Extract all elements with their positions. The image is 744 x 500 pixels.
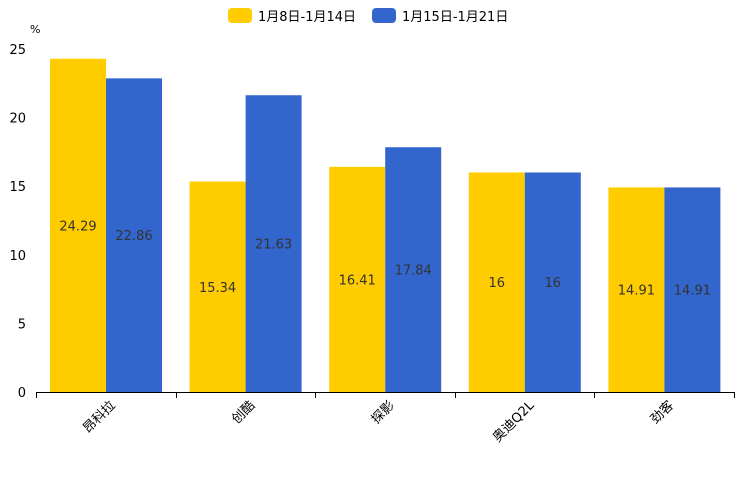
- bar-1-4: [664, 187, 721, 392]
- x-tick-label: 探影: [369, 398, 398, 427]
- data-label: 16: [545, 276, 562, 291]
- x-tick-label: 劲客: [647, 398, 677, 428]
- y-tick-label: 20: [9, 112, 26, 127]
- data-label: 16.41: [339, 273, 376, 288]
- data-label: 21.63: [255, 238, 292, 253]
- x-tick-label: 昂科拉: [80, 398, 118, 436]
- bar-0-0: [50, 58, 106, 392]
- legend-label-1: 1月15日-1月21日: [402, 10, 508, 25]
- bar-1-3: [524, 172, 581, 392]
- legend-swatch-0: [228, 8, 252, 23]
- bar-1-2: [385, 147, 442, 392]
- data-label: 15.34: [199, 281, 236, 296]
- x-tick-label: 创酷: [229, 398, 258, 427]
- y-tick-label: 0: [18, 386, 26, 401]
- data-label: 14.91: [618, 284, 655, 299]
- bar-0-1: [189, 181, 246, 392]
- y-tick-label: 25: [9, 43, 26, 58]
- y-tick-label: 5: [18, 317, 26, 332]
- y-axis-unit: %: [30, 23, 40, 36]
- bar-1-0: [106, 78, 162, 392]
- data-label: 14.91: [674, 284, 711, 299]
- data-label: 24.29: [59, 219, 96, 234]
- legend-label-0: 1月8日-1月14日: [258, 10, 356, 25]
- data-label: 22.86: [115, 229, 152, 244]
- y-tick-label: 15: [9, 180, 26, 195]
- bar-1-1: [245, 95, 302, 393]
- x-tick-label: 奥迪Q2L: [490, 398, 538, 446]
- data-label: 17.84: [395, 264, 432, 279]
- y-tick-label: 10: [9, 249, 26, 264]
- legend-swatch-1: [372, 8, 396, 23]
- bar-0-4: [608, 187, 665, 392]
- bar-0-2: [329, 166, 386, 392]
- data-label: 16: [489, 276, 506, 291]
- bar-0-3: [468, 172, 525, 392]
